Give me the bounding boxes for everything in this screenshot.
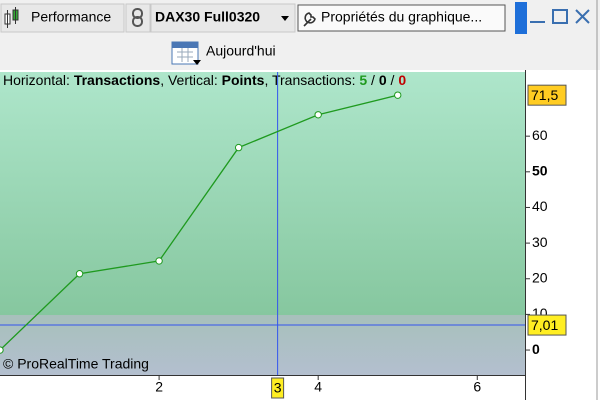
data-point	[394, 91, 402, 99]
data-point	[75, 270, 84, 278]
today-button[interactable]: Aujourd'hui	[171, 41, 276, 65]
data-point	[234, 143, 243, 152]
legend-segment: Transactions	[74, 72, 161, 88]
x-tick-label: 2	[155, 379, 163, 395]
cursor-x-label: 3	[274, 380, 282, 396]
plot-background	[0, 72, 525, 315]
y-tick-label: 30	[532, 234, 548, 250]
legend-segment: Horizontal:	[3, 72, 74, 88]
value-label-bg	[527, 84, 567, 106]
performance-button[interactable]: Performance	[0, 3, 125, 33]
window-tab[interactable]	[515, 2, 527, 34]
performance-label: Performance	[31, 9, 111, 25]
today-label: Aujourd'hui	[206, 43, 276, 59]
legend-segment: /	[387, 72, 399, 88]
chart-legend: Horizontal: Transactions, Vertical: Poin…	[3, 72, 406, 88]
close[interactable]	[575, 9, 590, 24]
x-tick-label: 6	[473, 379, 481, 395]
properties-button[interactable]: Propriétés du graphique...	[297, 4, 506, 32]
y-tick-label: 60	[532, 127, 548, 143]
maximize[interactable]	[552, 9, 568, 24]
legend-segment: , Vertical:	[160, 72, 221, 88]
legend-segment: 5	[359, 72, 367, 88]
cursor-y-label-bg	[527, 314, 567, 336]
cursor-y-label: 7,01	[531, 317, 558, 333]
data-point	[155, 257, 163, 265]
value-label: 71,5	[531, 87, 558, 103]
y-tick-label: 0	[532, 341, 540, 357]
instrument-label: DAX30 Full0320	[155, 9, 260, 25]
properties-label: Propriétés du graphique...	[321, 9, 482, 25]
instrument-selector[interactable]: DAX30 Full0320	[150, 3, 296, 33]
legend-segment: , Transactions:	[264, 72, 359, 88]
x-tick-label: 4	[314, 379, 322, 395]
y-tick-label: 20	[532, 269, 548, 285]
legend-segment: 0	[379, 72, 387, 88]
data-point	[314, 111, 322, 119]
series-line	[0, 94, 398, 351]
watermark: © ProRealTime Trading	[3, 356, 149, 372]
y-tick-label: 50	[532, 163, 548, 179]
legend-segment: 0	[398, 72, 406, 88]
data-point	[0, 346, 4, 354]
legend-segment: /	[367, 72, 379, 88]
cursor-x-label-bg	[271, 377, 285, 399]
legend-segment: Points	[222, 72, 265, 88]
y-tick-label: 40	[532, 198, 548, 214]
link-button[interactable]	[125, 3, 151, 33]
